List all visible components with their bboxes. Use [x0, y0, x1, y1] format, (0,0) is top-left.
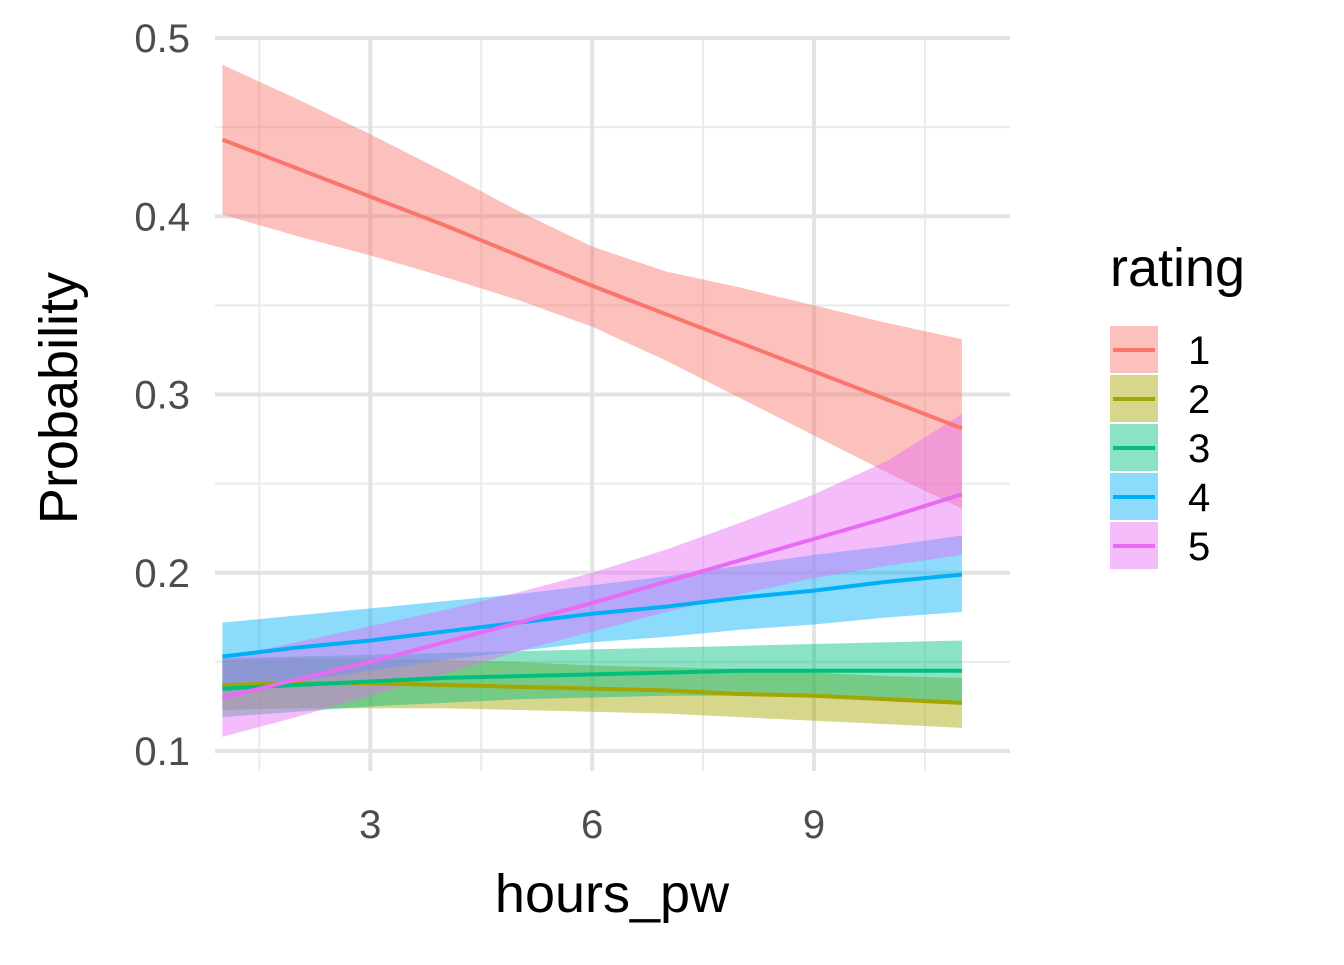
legend-item-rating-4: 4 — [1110, 473, 1210, 520]
y-tick-label: 0.3 — [134, 374, 190, 418]
series-line-rating-1 — [221, 137, 963, 431]
y-tick-label: 0.4 — [134, 195, 190, 239]
legend-item-rating-5: 5 — [1110, 522, 1210, 569]
y-tick-label: 0.2 — [134, 552, 190, 596]
series-lines — [221, 137, 963, 705]
series-line-rating-4 — [222, 572, 963, 659]
legend-label: 3 — [1188, 427, 1210, 471]
legend-label: 1 — [1188, 329, 1210, 373]
x-axis-title: hours_pw — [495, 864, 730, 924]
y-tick-label: 0.5 — [134, 17, 190, 61]
x-tick-label: 6 — [581, 803, 603, 847]
series-line-rating-3 — [222, 668, 962, 691]
legend-label: 4 — [1188, 476, 1210, 520]
legend-label: 2 — [1188, 378, 1210, 422]
x-tick-label: 9 — [803, 803, 825, 847]
legend-title: rating — [1110, 238, 1245, 298]
legend-item-rating-2: 2 — [1110, 375, 1210, 422]
confidence-band-rating-2 — [222, 658, 962, 728]
axes: 0.1 0.2 0.3 0.4 0.5 3 6 9 — [134, 17, 825, 847]
confidence-band-rating-5 — [222, 414, 962, 737]
legend-label: 5 — [1188, 525, 1210, 569]
x-tick-label: 3 — [359, 803, 381, 847]
grid — [215, 36, 1010, 771]
y-axis-title: Probability — [29, 272, 89, 524]
legend-item-rating-3: 3 — [1110, 424, 1210, 471]
y-tick-label: 0.1 — [134, 730, 190, 774]
legend-item-rating-1: 1 — [1110, 326, 1210, 373]
legend-items: 1 2 3 4 5 — [1110, 326, 1210, 569]
series-line-rating-5 — [221, 492, 963, 700]
confidence-band-rating-3 — [222, 640, 962, 718]
legend: rating 1 2 3 4 5 — [1110, 238, 1245, 569]
